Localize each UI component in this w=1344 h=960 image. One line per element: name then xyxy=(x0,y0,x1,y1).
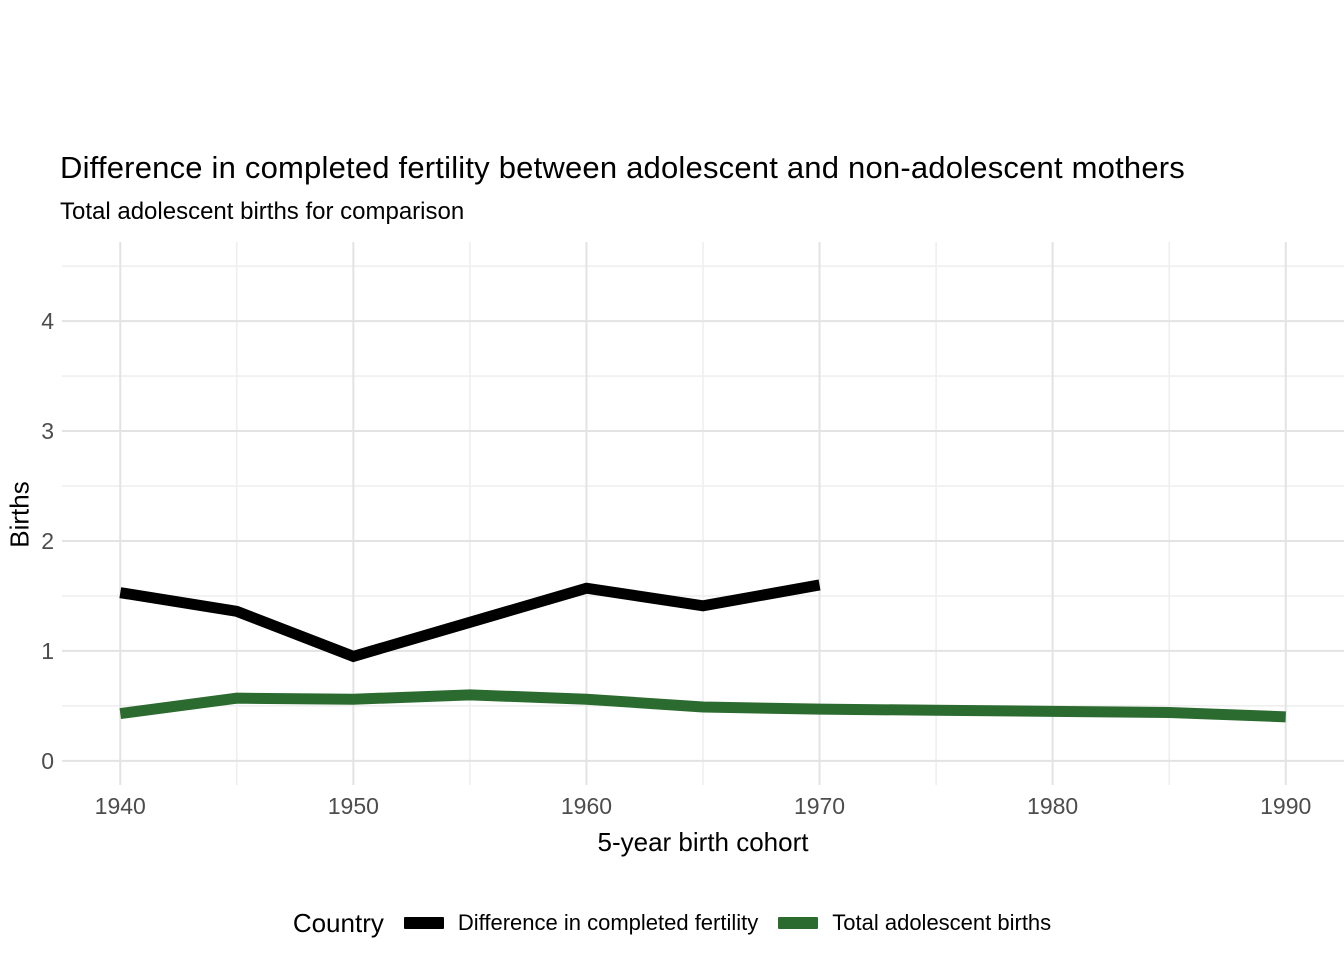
x-tick-label: 1960 xyxy=(560,793,613,819)
series-line-1 xyxy=(119,689,1286,723)
legend-swatch-difference xyxy=(403,917,444,929)
y-tick-label: 0 xyxy=(41,747,54,774)
x-axis-title: 5-year birth cohort xyxy=(597,827,809,857)
legend-item-difference: Difference in completed fertility xyxy=(403,910,759,936)
chart-title: Difference in completed fertility betwee… xyxy=(60,150,1185,185)
y-axis-title: Births xyxy=(4,481,35,548)
legend-item-label: Total adolescent births xyxy=(832,910,1052,935)
legend-item-label: Difference in completed fertility xyxy=(457,910,759,935)
y-tick-label: 3 xyxy=(41,418,54,445)
legend-item-total: Total adolescent births xyxy=(778,910,1051,936)
chart-subtitle: Total adolescent births for comparison xyxy=(60,198,465,225)
x-tick-label: 1950 xyxy=(327,793,379,819)
x-tick-label: 1970 xyxy=(793,793,846,819)
legend-title: Country xyxy=(292,907,384,938)
x-tick-label: 1990 xyxy=(1260,793,1312,819)
y-tick-label: 2 xyxy=(41,527,54,554)
y-tick-label: 1 xyxy=(41,637,54,664)
legend-swatch-total xyxy=(778,917,819,929)
x-tick-label: 1940 xyxy=(94,793,146,819)
x-tick-label: 1980 xyxy=(1027,793,1079,819)
series-line-0 xyxy=(119,579,821,663)
legend: Country Difference in completed fertilit… xyxy=(0,906,1344,940)
y-tick-label: 4 xyxy=(41,308,54,335)
